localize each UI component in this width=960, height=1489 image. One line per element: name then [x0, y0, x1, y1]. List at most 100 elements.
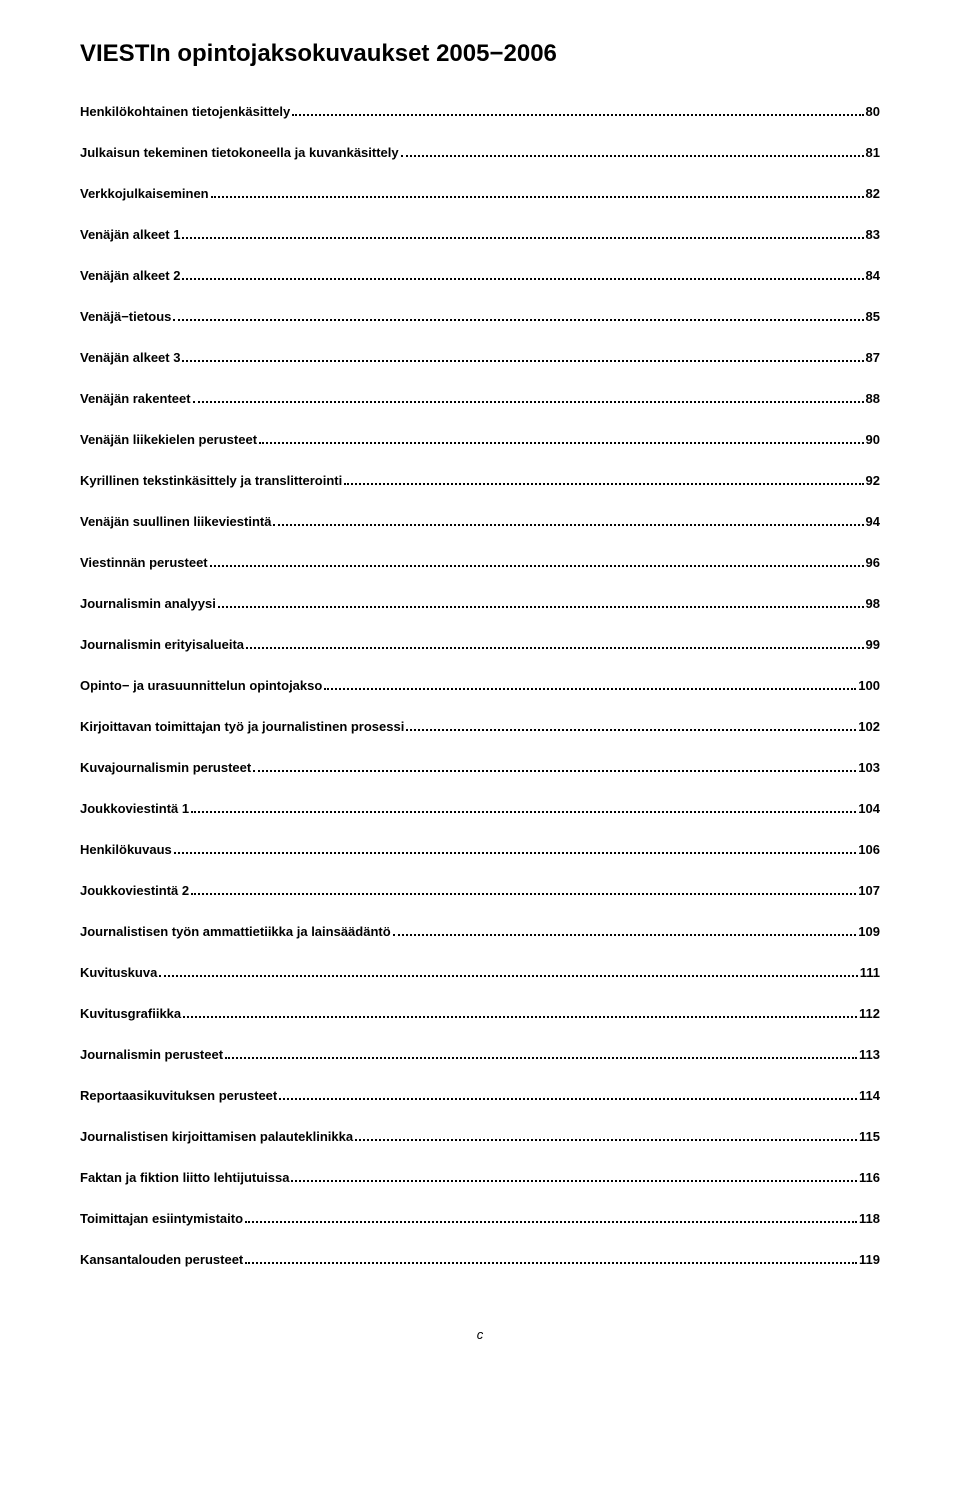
- toc-row: Journalismin analyysi 98: [80, 596, 880, 611]
- toc-row: Julkaisun tekeminen tietokoneella ja kuv…: [80, 145, 880, 160]
- toc-row: Joukkoviestintä 2107: [80, 883, 880, 898]
- toc-leader-dots: [183, 1016, 857, 1018]
- toc-page-number: 118: [859, 1211, 880, 1226]
- toc-leader-dots: [210, 565, 864, 567]
- toc-page-number: 84: [866, 268, 880, 283]
- toc-label: Venäjän alkeet 1: [80, 227, 180, 242]
- toc-row: Journalistisen työn ammattietiikka ja la…: [80, 924, 880, 939]
- toc-page-number: 102: [858, 719, 880, 734]
- toc-leader-dots: [259, 442, 864, 444]
- toc-page-number: 113: [859, 1047, 880, 1062]
- toc-leader-dots: [401, 155, 864, 157]
- toc-label: Venäjän liikekielen perusteet: [80, 432, 257, 447]
- toc-leader-dots: [182, 360, 863, 362]
- toc-page-number: 90: [866, 432, 880, 447]
- toc-leader-dots: [159, 975, 857, 977]
- toc-leader-dots: [246, 647, 864, 649]
- toc-row: Joukkoviestintä 1 104: [80, 801, 880, 816]
- toc-row: Venäjä−tietous 85: [80, 309, 880, 324]
- toc-page-number: 94: [866, 514, 880, 529]
- toc-label: Henkilökohtainen tietojenkäsittely: [80, 104, 290, 119]
- toc-row: Venäjän suullinen liikeviestintä 94: [80, 514, 880, 529]
- toc-row: Venäjän rakenteet88: [80, 391, 880, 406]
- toc-page-number: 111: [860, 965, 880, 980]
- toc-label: Kuvajournalismin perusteet: [80, 760, 251, 775]
- toc-page-number: 114: [859, 1088, 880, 1103]
- toc-leader-dots: [211, 196, 864, 198]
- toc-leader-dots: [174, 852, 857, 854]
- toc-leader-dots: [324, 688, 856, 690]
- toc-label: Reportaasikuvituksen perusteet: [80, 1088, 277, 1103]
- toc-row: Toimittajan esiintymistaito 118: [80, 1211, 880, 1226]
- toc-label: Venäjän alkeet 2: [80, 268, 180, 283]
- toc-label: Faktan ja fiktion liitto lehtijutuissa: [80, 1170, 289, 1185]
- toc-label: Julkaisun tekeminen tietokoneella ja kuv…: [80, 145, 399, 160]
- toc-row: Kyrillinen tekstinkäsittely ja translitt…: [80, 473, 880, 488]
- toc-row: Journalismin erityisalueita 99: [80, 637, 880, 652]
- toc-row: Journalistisen kirjoittamisen palautekli…: [80, 1129, 880, 1144]
- toc-row: Venäjän liikekielen perusteet 90: [80, 432, 880, 447]
- toc-label: Verkkojulkaiseminen: [80, 186, 209, 201]
- toc-page-number: 88: [866, 391, 880, 406]
- toc-page-number: 80: [866, 104, 880, 119]
- toc-row: Kansantalouden perusteet 119: [80, 1252, 880, 1267]
- toc-page-number: 98: [866, 596, 880, 611]
- toc-page-number: 99: [866, 637, 880, 652]
- toc-page-number: 81: [866, 145, 880, 160]
- toc-leader-dots: [245, 1262, 857, 1264]
- table-of-contents: Henkilökohtainen tietojenkäsittely 80 Julk…: [80, 104, 880, 1267]
- toc-leader-dots: [191, 811, 856, 813]
- toc-row: Journalismin perusteet 113: [80, 1047, 880, 1062]
- toc-label: Henkilökuvaus: [80, 842, 172, 857]
- toc-label: Venäjän suullinen liikeviestintä: [80, 514, 271, 529]
- toc-label: Kuvitusgrafiikka: [80, 1006, 181, 1021]
- toc-page-number: 82: [866, 186, 880, 201]
- toc-label: Journalistisen työn ammattietiikka ja la…: [80, 924, 391, 939]
- toc-leader-dots: [279, 1098, 857, 1100]
- toc-page-number: 104: [858, 801, 880, 816]
- toc-page-number: 83: [866, 227, 880, 242]
- toc-leader-dots: [191, 893, 856, 895]
- toc-row: Opinto− ja urasuunnittelun opintojakso 10…: [80, 678, 880, 693]
- toc-label: Venäjä−tietous: [80, 309, 171, 324]
- toc-row: Henkilökuvaus106: [80, 842, 880, 857]
- toc-leader-dots: [291, 1180, 857, 1182]
- toc-label: Opinto− ja urasuunnittelun opintojakso: [80, 678, 322, 693]
- toc-label: Journalistisen kirjoittamisen palautekli…: [80, 1129, 353, 1144]
- toc-leader-dots: [245, 1221, 857, 1223]
- toc-label: Toimittajan esiintymistaito: [80, 1211, 243, 1226]
- toc-leader-dots: [393, 934, 857, 936]
- toc-label: Kyrillinen tekstinkäsittely ja translitt…: [80, 473, 342, 488]
- toc-row: Venäjän alkeet 1 83: [80, 227, 880, 242]
- toc-leader-dots: [292, 114, 863, 116]
- toc-page-number: 85: [866, 309, 880, 324]
- toc-leader-dots: [193, 401, 864, 403]
- toc-label: Journalismin perusteet: [80, 1047, 223, 1062]
- toc-label: Kuvituskuva: [80, 965, 157, 980]
- toc-leader-dots: [344, 483, 863, 485]
- toc-row: Kuvituskuva 111: [80, 965, 880, 980]
- toc-page-number: 119: [859, 1252, 880, 1267]
- toc-page-number: 109: [858, 924, 880, 939]
- toc-page-number: 115: [859, 1129, 880, 1144]
- toc-page-number: 116: [859, 1170, 880, 1185]
- toc-row: Kuvajournalismin perusteet103: [80, 760, 880, 775]
- toc-row: Kuvitusgrafiikka 112: [80, 1006, 880, 1021]
- toc-leader-dots: [225, 1057, 857, 1059]
- toc-page-number: 87: [866, 350, 880, 365]
- toc-leader-dots: [355, 1139, 857, 1141]
- toc-row: Viestinnän perusteet96: [80, 555, 880, 570]
- toc-row: Verkkojulkaiseminen 82: [80, 186, 880, 201]
- toc-page-number: 112: [859, 1006, 880, 1021]
- toc-label: Joukkoviestintä 1: [80, 801, 189, 816]
- toc-row: Henkilökohtainen tietojenkäsittely 80: [80, 104, 880, 119]
- toc-leader-dots: [273, 524, 863, 526]
- toc-label: Kansantalouden perusteet: [80, 1252, 243, 1267]
- toc-page-number: 100: [858, 678, 880, 693]
- toc-label: Journalismin erityisalueita: [80, 637, 244, 652]
- toc-page-number: 107: [858, 883, 880, 898]
- toc-row: Venäjän alkeet 2 84: [80, 268, 880, 283]
- toc-row: Reportaasikuvituksen perusteet 114: [80, 1088, 880, 1103]
- toc-label: Journalismin analyysi: [80, 596, 216, 611]
- toc-leader-dots: [182, 278, 863, 280]
